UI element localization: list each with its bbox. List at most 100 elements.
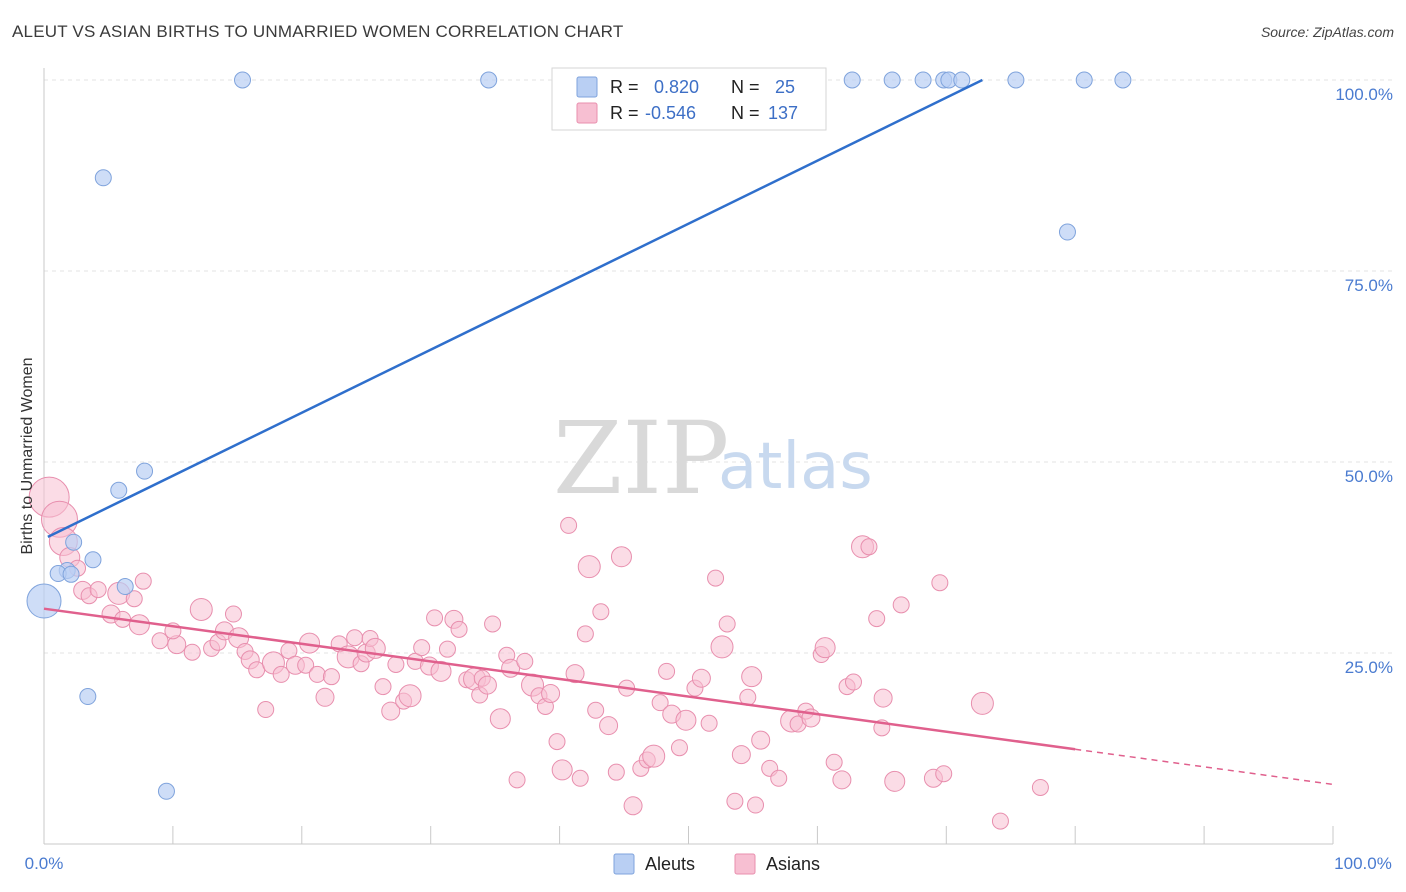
- asian-point: [832, 770, 852, 790]
- asian-point: [718, 615, 736, 633]
- asian-point: [892, 596, 910, 614]
- aleut-point: [65, 533, 83, 551]
- chart-title: ALEUT VS ASIAN BIRTHS TO UNMARRIED WOMEN…: [12, 22, 624, 41]
- y-tick-label: 75.0%: [1345, 276, 1393, 295]
- asian-point: [224, 605, 242, 623]
- asian-point: [935, 765, 953, 783]
- watermark-zip: ZIP: [553, 400, 729, 517]
- asian-point: [873, 688, 893, 708]
- aleut-points: [26, 71, 1132, 800]
- asian-point: [868, 610, 886, 628]
- aleut-point: [1007, 71, 1025, 89]
- bottom-legend-swatch-asian: [734, 853, 756, 875]
- asian-point: [430, 660, 452, 682]
- aleut-point: [62, 565, 80, 583]
- asian-point: [844, 673, 862, 691]
- aleut-point: [914, 71, 932, 89]
- asian-point: [151, 632, 169, 650]
- asian-point: [607, 763, 625, 781]
- asian-point: [387, 655, 405, 673]
- legend-aleut-r-label: R =: [610, 77, 639, 97]
- asian-point: [541, 683, 561, 703]
- legend-swatch-aleut: [576, 76, 598, 98]
- asian-point: [747, 796, 765, 814]
- asian-point: [675, 709, 697, 731]
- asian-trend-line: [43, 607, 1076, 751]
- asian-point: [272, 665, 290, 683]
- asian-point: [587, 701, 605, 719]
- asian-point: [691, 668, 711, 688]
- aleut-point: [26, 583, 62, 619]
- x-tick-label-min: 0.0%: [25, 854, 64, 873]
- asian-point: [642, 744, 666, 768]
- asian-point: [489, 708, 511, 730]
- asian-point: [438, 640, 456, 658]
- asian-point: [560, 516, 578, 534]
- y-tick-label: 25.0%: [1345, 658, 1393, 677]
- aleut-point: [843, 71, 861, 89]
- asian-point: [134, 572, 152, 590]
- x-tick-label-max: 100.0%: [1334, 854, 1392, 873]
- asian-point: [592, 603, 610, 621]
- asian-point: [308, 665, 326, 683]
- asian-point: [89, 581, 107, 599]
- asian-point: [322, 668, 340, 686]
- y-axis-title: Births to Unmarried Women: [19, 357, 36, 554]
- aleut-point: [110, 481, 128, 499]
- asian-point: [128, 614, 150, 636]
- asian-point: [651, 694, 669, 712]
- bottom-legend: Aleuts Asians: [613, 853, 820, 875]
- aleut-point: [84, 551, 102, 569]
- legend-asian-n-label: N =: [731, 103, 760, 123]
- legend-asian-r-label: R =: [610, 103, 639, 123]
- asian-point: [426, 609, 444, 627]
- asian-point: [183, 643, 201, 661]
- trend-lines: [43, 78, 1334, 786]
- aleut-point: [1075, 71, 1093, 89]
- aleut-point: [157, 782, 175, 800]
- asian-point: [670, 739, 688, 757]
- aleut-point: [953, 71, 971, 89]
- asian-point: [565, 664, 585, 684]
- y-tick-label: 100.0%: [1335, 85, 1393, 104]
- watermark: ZIP atlas: [553, 400, 873, 517]
- asian-point: [751, 730, 771, 750]
- asian-point: [576, 625, 594, 643]
- asian-point: [297, 656, 315, 674]
- asian-point: [726, 792, 744, 810]
- asian-point: [884, 770, 906, 792]
- aleut-point: [480, 71, 498, 89]
- legend-aleut-n-value: 25: [775, 77, 795, 97]
- asian-point: [508, 771, 526, 789]
- aleut-point: [116, 578, 134, 596]
- asian-point: [484, 615, 502, 633]
- asian-point: [257, 701, 275, 719]
- aleut-trend-line: [47, 78, 983, 538]
- asian-point: [825, 753, 843, 771]
- asian-point: [931, 574, 949, 592]
- bottom-legend-swatch-aleut: [613, 853, 635, 875]
- asian-point: [413, 639, 431, 657]
- asian-point: [374, 678, 392, 696]
- asian-point: [477, 675, 497, 695]
- asian-point: [571, 769, 589, 787]
- asian-point: [599, 716, 619, 736]
- asian-point: [610, 546, 632, 568]
- source-credit: Source: ZipAtlas.com: [1260, 24, 1394, 40]
- aleut-point: [1058, 223, 1076, 241]
- asian-point: [710, 635, 734, 659]
- asian-point: [398, 684, 422, 708]
- aleut-point: [234, 71, 252, 89]
- axes: [43, 68, 1334, 845]
- aleut-point: [79, 688, 97, 706]
- aleut-point: [1114, 71, 1132, 89]
- aleut-point: [883, 71, 901, 89]
- asian-trend-extension: [1075, 748, 1334, 786]
- asian-point: [551, 759, 573, 781]
- asian-point: [315, 687, 335, 707]
- asian-point: [970, 691, 994, 715]
- y-tick-labels: 25.0% 50.0% 75.0% 100.0%: [1335, 85, 1393, 677]
- legend-asian-n-value: 137: [768, 103, 798, 123]
- asian-point: [770, 769, 788, 787]
